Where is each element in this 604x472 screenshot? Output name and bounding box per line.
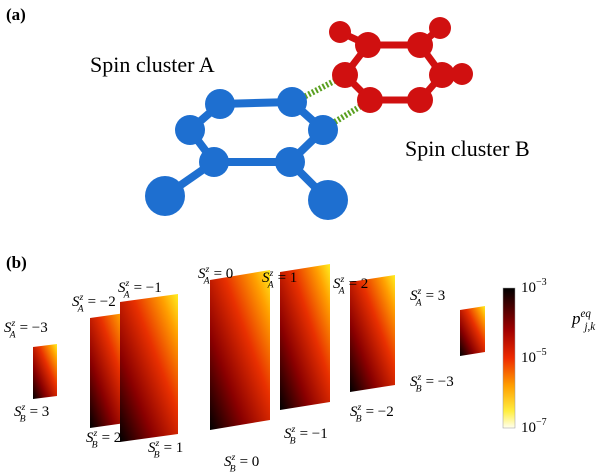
tick-exponent: −7	[536, 417, 547, 428]
cluster-label: Spin cluster A	[90, 52, 215, 77]
heatmap-block	[210, 270, 270, 430]
subscript: B	[154, 449, 160, 460]
subscript: B	[416, 383, 422, 394]
figure: (a) (b) Spin cluster A	[0, 0, 604, 472]
panel-label: (b)	[6, 253, 27, 272]
equation-rhs: = 3	[30, 404, 50, 420]
tick-exponent: −5	[536, 347, 547, 358]
superscript: z	[231, 452, 236, 463]
subscript: j,k	[582, 321, 596, 333]
heatmap-block	[120, 294, 178, 442]
superscript: z	[93, 428, 98, 439]
cluster-label: Spin cluster B	[405, 136, 530, 161]
superscript: z	[79, 292, 84, 303]
tick-exponent: −3	[536, 277, 547, 288]
heatmap-block	[350, 275, 395, 392]
subscript: B	[20, 413, 26, 424]
subscript: B	[92, 439, 98, 450]
equation-rhs: = 0	[240, 454, 260, 470]
equation-rhs: = −1	[134, 280, 162, 296]
superscript: z	[340, 274, 345, 285]
molecule	[145, 17, 473, 220]
subscript: A	[9, 329, 16, 340]
subscript: A	[338, 285, 345, 296]
panel-label: (a)	[6, 5, 26, 24]
equation-rhs: = 2	[102, 430, 122, 446]
superscript: z	[125, 278, 130, 289]
equation-rhs: = −2	[88, 294, 116, 310]
colorbar	[503, 288, 515, 428]
colorbar-tick-label: 10−7	[521, 417, 547, 436]
superscript: z	[417, 286, 422, 297]
tick-base: 10	[521, 280, 536, 296]
subscript: A	[123, 289, 130, 300]
subscript: A	[415, 297, 422, 308]
equation-rhs: = 3	[426, 288, 446, 304]
superscript: z	[205, 264, 210, 275]
tick-base: 10	[521, 350, 536, 366]
superscript: z	[155, 438, 160, 449]
equation-rhs: = −3	[20, 320, 48, 336]
equation-rhs: = 2	[349, 276, 369, 292]
subscript: B	[356, 413, 362, 424]
heatmap-block	[460, 306, 485, 356]
subscript: A	[203, 275, 210, 286]
superscript: z	[269, 268, 274, 279]
superscript: eq	[581, 308, 592, 320]
superscript: z	[291, 424, 296, 435]
superscript: z	[21, 402, 26, 413]
equation-rhs: = 1	[278, 270, 298, 286]
tick-base: 10	[521, 420, 536, 436]
superscript: z	[357, 402, 362, 413]
symbol: p	[571, 309, 581, 328]
superscript: z	[417, 372, 422, 383]
heatmap-block	[33, 344, 57, 399]
equation-rhs: = −2	[366, 404, 394, 420]
colorbar-tick-label: 10−5	[521, 347, 547, 366]
colorbar-tick-label: 10−3	[521, 277, 547, 296]
equation-rhs: = 0	[214, 266, 234, 282]
superscript: z	[11, 318, 16, 329]
subscript: B	[230, 463, 236, 472]
subscript: B	[290, 435, 296, 446]
subscript: A	[77, 303, 84, 314]
equation-rhs: = 1	[164, 440, 184, 456]
equation-rhs: = −3	[426, 374, 454, 390]
equation-rhs: = −1	[300, 426, 328, 442]
subscript: A	[267, 279, 274, 290]
